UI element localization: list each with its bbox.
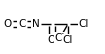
Text: O: O bbox=[48, 35, 56, 45]
Text: C: C bbox=[18, 19, 26, 29]
Text: Cl: Cl bbox=[55, 33, 65, 43]
Text: Cl: Cl bbox=[79, 19, 89, 29]
Text: O: O bbox=[4, 19, 12, 29]
Text: Cl: Cl bbox=[63, 35, 73, 45]
Text: N: N bbox=[32, 19, 40, 29]
